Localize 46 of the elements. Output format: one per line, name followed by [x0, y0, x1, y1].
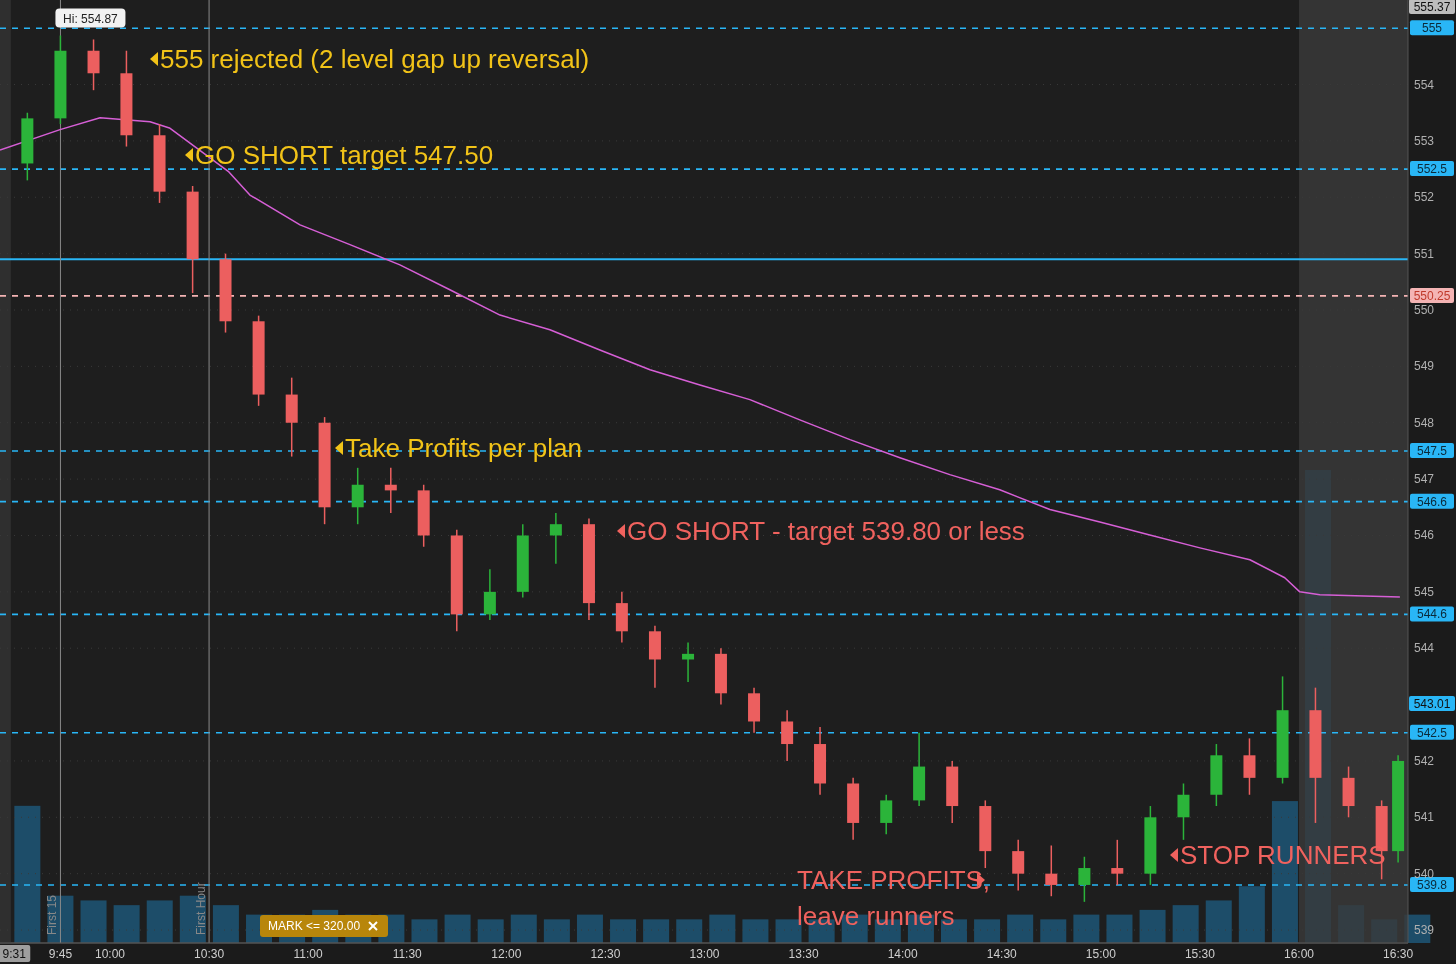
y-tick-label: 541: [1414, 810, 1435, 825]
y-tick-label: 554: [1414, 77, 1435, 92]
ref-line-label: First Hour: [194, 882, 209, 935]
x-tick-label: 10:30: [194, 947, 225, 961]
annotation: GO SHORT - target 539.80 or less: [627, 516, 1025, 546]
y-tick-label: 547: [1414, 472, 1435, 487]
y-tick-label: 553: [1414, 133, 1435, 148]
ref-line-label: 547.5: [1416, 443, 1448, 458]
ref-line-label: 542.5: [1416, 725, 1448, 740]
ref-line-label: 546.6: [1416, 494, 1448, 509]
x-tick-label: 12:00: [491, 947, 522, 961]
ref-line-label: 555: [1421, 21, 1443, 36]
x-tick-label: 11:30: [392, 947, 423, 961]
x-tick-label: 9:31: [2, 947, 27, 961]
annotation: Take Profits per plan: [345, 433, 583, 463]
x-tick-label: 11:00: [293, 947, 324, 961]
ref-line-label: First 15: [45, 894, 60, 935]
text: 543.01: [1413, 697, 1451, 711]
y-tick-label: 550: [1414, 303, 1435, 318]
x-tick-label: 13:30: [788, 947, 819, 961]
x-tick-label: 10:00: [94, 947, 126, 961]
ref-line-label: 552.5: [1416, 162, 1448, 177]
y-tick-label: 544: [1414, 641, 1435, 656]
y-tick-label: 546: [1414, 528, 1435, 543]
x-tick-label: 13:00: [689, 947, 720, 961]
y-tick-label: 549: [1414, 359, 1435, 374]
y-tick-label: 552: [1414, 190, 1435, 205]
x-tick-label: 9:45: [48, 947, 73, 961]
x-tick-label: 12:30: [590, 947, 621, 961]
text: 555.37: [1413, 0, 1451, 14]
y-tick-label: 548: [1414, 415, 1435, 430]
x-tick-label: 14:00: [887, 947, 919, 961]
x-tick-label: 16:00: [1283, 947, 1315, 961]
x-tick-label: 15:30: [1184, 947, 1216, 961]
annotation: MARK <= 320.00: [268, 919, 361, 933]
y-tick-label: 542: [1414, 753, 1435, 768]
y-tick-label: 551: [1414, 246, 1435, 261]
ref-line-label: 550.25: [1413, 288, 1451, 303]
x-tick-label: 16:30: [1383, 947, 1414, 961]
annotation: Hi: 554.87: [63, 11, 119, 26]
y-tick-label: 545: [1414, 584, 1435, 599]
y-tick-label: 539: [1414, 923, 1435, 938]
ref-line-label: 544.6: [1416, 607, 1448, 622]
x-tick-label: 14:30: [986, 947, 1018, 961]
x-tick-label: 15:00: [1085, 947, 1117, 961]
annotation: 555 rejected (2 level gap up reversal): [160, 44, 590, 74]
